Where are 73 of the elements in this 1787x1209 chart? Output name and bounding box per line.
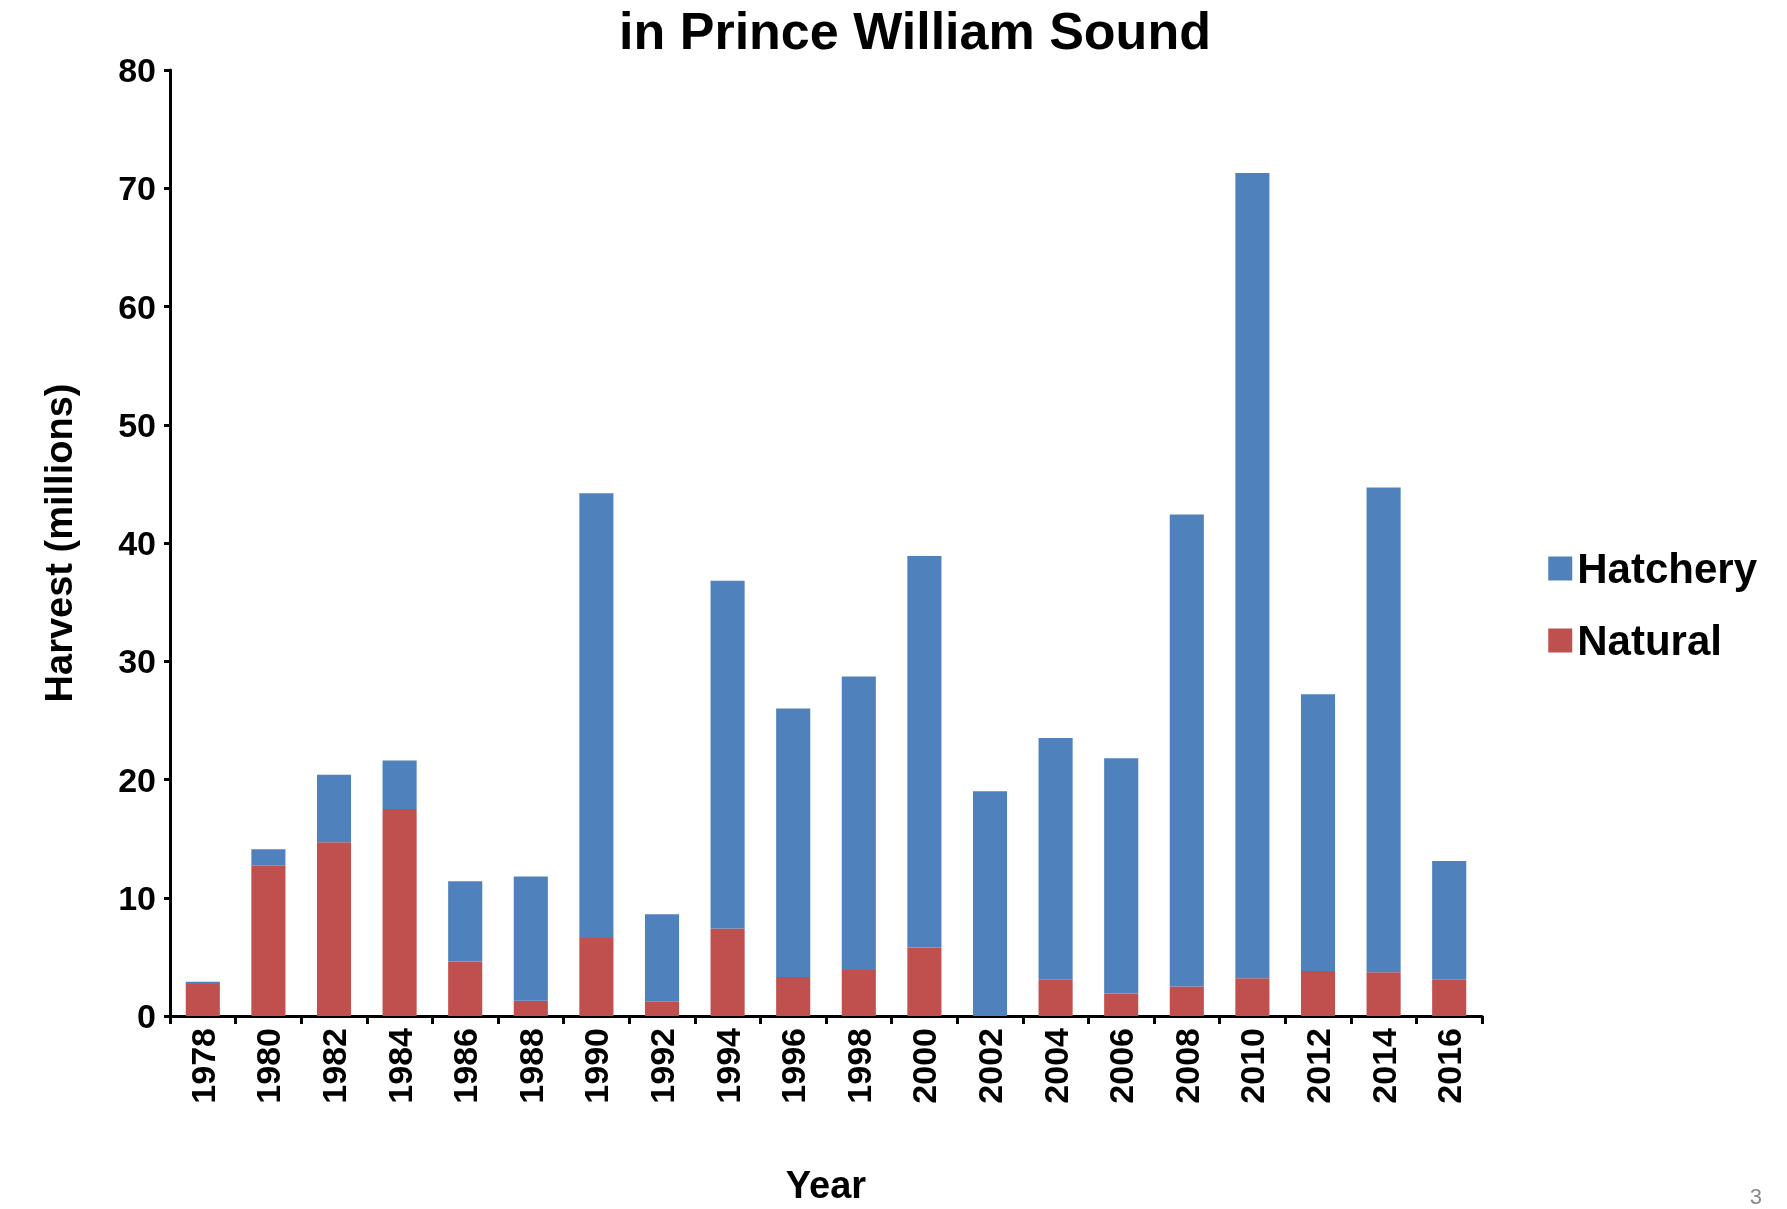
bar — [1038, 979, 1073, 1016]
bar — [316, 774, 352, 843]
x-tick-label: 2014 — [1364, 1027, 1403, 1104]
bar — [841, 969, 876, 1016]
legend-label: Hatchery — [1577, 545, 1758, 592]
bar — [776, 708, 811, 977]
bar — [1235, 978, 1270, 1016]
y-tick-label: 30 — [118, 642, 156, 681]
bar — [972, 791, 1008, 1016]
chart-title: in Prince William Sound — [619, 2, 1211, 60]
bar — [579, 493, 614, 938]
bar — [1300, 694, 1336, 972]
y-tick-label: 70 — [118, 169, 156, 208]
bar — [185, 984, 220, 1016]
y-tick-label: 80 — [118, 51, 156, 89]
x-tick-label: 1994 — [708, 1027, 747, 1104]
y-tick-label: 0 — [137, 997, 156, 1035]
x-axis-title: Year — [785, 1164, 867, 1206]
y-axis-title: Harvest (millions) — [38, 383, 80, 703]
x-tick-label: 1992 — [643, 1028, 681, 1104]
y-tick-label: 60 — [118, 287, 156, 326]
x-tick-label: 2010 — [1233, 1028, 1272, 1104]
bar — [251, 849, 286, 866]
bar — [710, 580, 745, 929]
bar — [644, 1001, 680, 1016]
x-tick-label: 1988 — [511, 1028, 550, 1104]
bar — [1104, 758, 1139, 994]
bar — [644, 914, 680, 1002]
bar — [1104, 993, 1139, 1016]
x-tick-label: 2008 — [1167, 1028, 1206, 1104]
y-tick-label: 40 — [118, 524, 156, 562]
bar — [1366, 487, 1401, 973]
bar — [1169, 514, 1204, 987]
bar — [448, 881, 483, 962]
bar — [907, 556, 942, 948]
x-tick-label: 2006 — [1102, 1028, 1141, 1104]
bar — [1432, 979, 1467, 1016]
bar — [1300, 971, 1336, 1016]
x-tick-label: 1990 — [577, 1028, 616, 1104]
bar — [1235, 172, 1270, 979]
bar — [1169, 986, 1204, 1016]
text: 3 — [1749, 1183, 1763, 1209]
y-tick-label: 10 — [118, 878, 156, 917]
x-tick-label: 1998 — [839, 1028, 878, 1104]
bar — [251, 865, 286, 1016]
bar — [448, 961, 483, 1016]
x-tick-label: 1986 — [446, 1028, 485, 1104]
x-tick-label: 1982 — [315, 1028, 353, 1104]
bar — [513, 876, 548, 1001]
x-tick-label: 1984 — [380, 1027, 419, 1104]
bar — [1038, 738, 1073, 980]
bar — [776, 976, 811, 1016]
x-tick-label: 1980 — [249, 1028, 288, 1104]
bar — [382, 809, 417, 1016]
bar — [382, 760, 417, 810]
bar — [579, 937, 614, 1016]
x-tick-label: 1978 — [183, 1028, 222, 1104]
x-tick-label: 2016 — [1430, 1028, 1469, 1104]
x-tick-label: 2012 — [1299, 1028, 1337, 1104]
bar — [513, 1000, 548, 1016]
y-tick-label: 20 — [118, 760, 156, 799]
x-tick-label: 2000 — [905, 1028, 944, 1104]
x-tick-label: 1996 — [774, 1028, 813, 1104]
y-tick-label: 50 — [118, 405, 156, 444]
x-tick-label: 2004 — [1036, 1027, 1075, 1104]
bar — [710, 928, 745, 1016]
bar — [1432, 861, 1467, 980]
bar — [1366, 972, 1401, 1016]
bar — [841, 676, 876, 970]
legend-label: Natural — [1577, 617, 1722, 664]
x-tick-label: 2002 — [971, 1028, 1009, 1104]
bar — [316, 842, 352, 1016]
bar — [907, 947, 942, 1016]
